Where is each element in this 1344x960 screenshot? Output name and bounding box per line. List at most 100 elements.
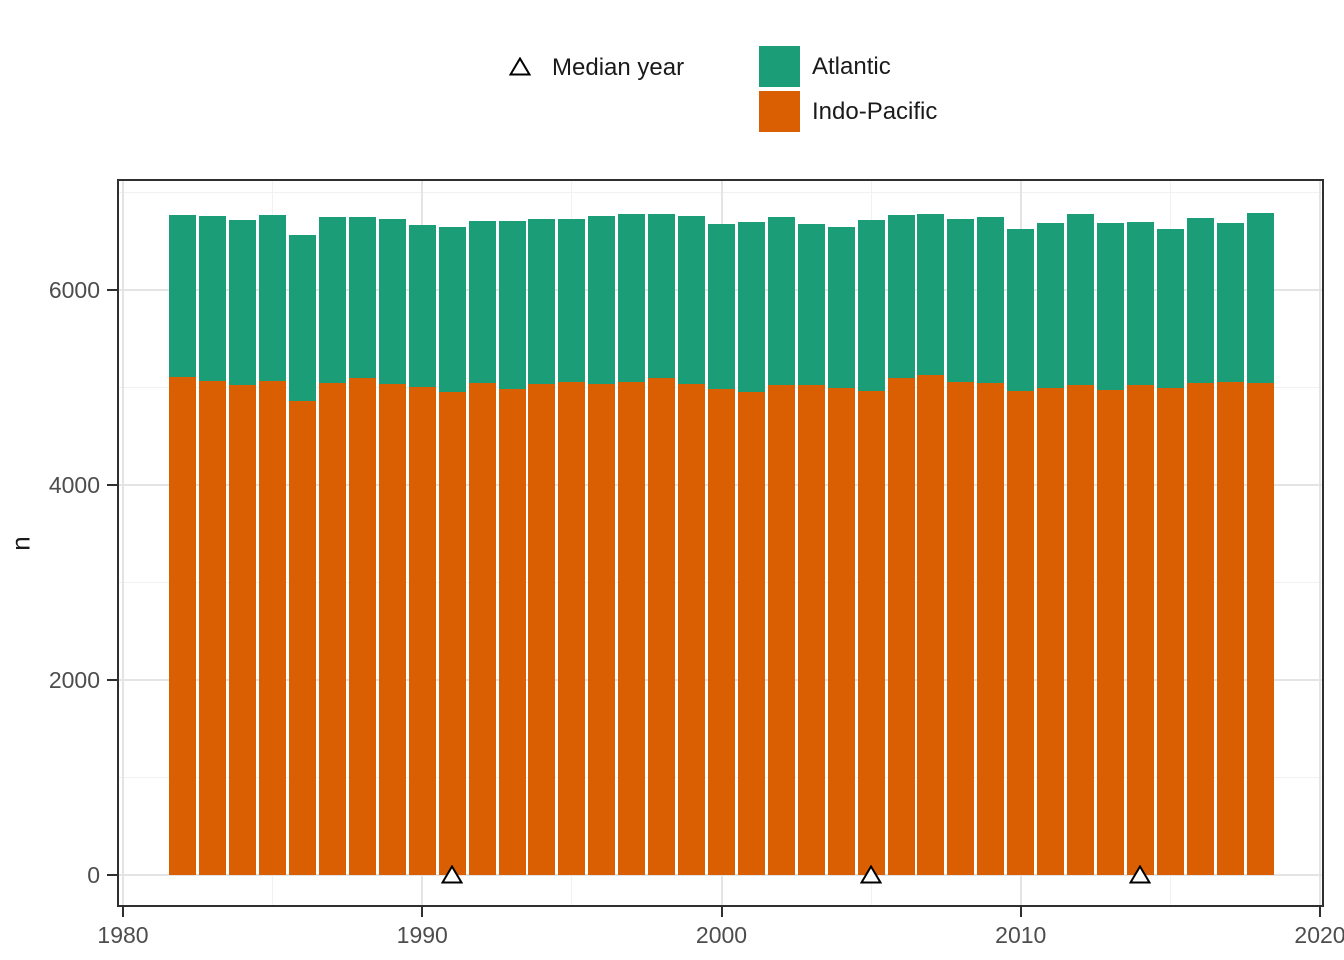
bar-segment-atlantic-1997 [618, 213, 646, 383]
bar-segment-indo-pacific-2002 [767, 384, 795, 875]
bar-segment-atlantic-1998 [648, 213, 676, 378]
x-axis-tick-2000 [720, 907, 723, 917]
bar-segment-atlantic-2012 [1067, 213, 1095, 386]
bar-segment-atlantic-2008 [947, 219, 975, 382]
bar-segment-atlantic-1992 [468, 220, 496, 384]
bar-segment-indo-pacific-2015 [1156, 387, 1184, 875]
bar-segment-atlantic-2002 [767, 216, 795, 385]
bar-segment-atlantic-1999 [678, 215, 706, 384]
x-axis-tick-1980 [122, 907, 124, 917]
chart-legend: Median year Atlantic Indo-Pacific [0, 0, 1344, 150]
bar-segment-indo-pacific-1984 [229, 385, 257, 875]
bar-segment-indo-pacific-1982 [169, 376, 197, 875]
bar-segment-indo-pacific-2003 [797, 384, 825, 875]
median-year-triangle-icon [509, 57, 531, 76]
bar-segment-indo-pacific-2017 [1216, 382, 1244, 875]
y-tick-label-0: 0 [87, 862, 100, 888]
x-axis-tick-2010 [1019, 907, 1022, 917]
y-tick-label-2000: 2000 [48, 667, 100, 693]
x-axis-tick-2020 [1319, 907, 1321, 917]
bar-segment-atlantic-2004 [827, 227, 855, 388]
bar-segment-atlantic-2011 [1037, 222, 1065, 389]
bar-segment-atlantic-1986 [289, 235, 317, 401]
bar-segment-indo-pacific-2018 [1246, 382, 1274, 875]
bar-segment-indo-pacific-1994 [528, 383, 556, 875]
median-year-marker-2014 [1129, 865, 1152, 884]
bar-segment-indo-pacific-1997 [618, 382, 646, 875]
bar-segment-indo-pacific-1989 [378, 384, 406, 875]
y-tick-label-6000: 6000 [48, 277, 100, 303]
bar-segment-atlantic-2013 [1097, 223, 1125, 390]
bar-segment-atlantic-1988 [348, 217, 376, 378]
y-axis-tick-4000 [107, 484, 117, 486]
legend-label-median-year: Median year [552, 54, 685, 81]
bar-segment-atlantic-2017 [1216, 223, 1244, 383]
bar-segment-indo-pacific-1990 [408, 386, 436, 875]
bar-segment-indo-pacific-2008 [947, 381, 975, 875]
bar-segment-atlantic-1982 [169, 214, 197, 377]
legend-label-atlantic: Atlantic [812, 53, 891, 80]
bar-segment-atlantic-1991 [438, 227, 466, 392]
x-tick-label-2010: 2010 [995, 922, 1047, 948]
bar-segment-indo-pacific-1996 [588, 383, 616, 875]
bar-segment-indo-pacific-2009 [977, 383, 1005, 875]
bar-segment-atlantic-2005 [857, 219, 885, 391]
bar-segment-atlantic-2018 [1246, 212, 1274, 383]
bar-segment-indo-pacific-1999 [678, 383, 706, 875]
bar-segment-indo-pacific-2016 [1186, 383, 1214, 875]
legend-swatch-atlantic [759, 46, 800, 87]
bar-segment-atlantic-2015 [1156, 229, 1184, 388]
y-axis-tick-0 [107, 874, 117, 876]
bar-segment-indo-pacific-1983 [199, 380, 227, 875]
bar-segment-indo-pacific-2014 [1126, 384, 1154, 875]
legend-label-indo-pacific: Indo-Pacific [812, 98, 938, 125]
x-tick-label-1980: 1980 [97, 922, 149, 948]
y-axis-tick-6000 [107, 289, 117, 291]
bar-segment-atlantic-1989 [378, 218, 406, 385]
bar-segment-indo-pacific-1985 [259, 380, 287, 875]
bar-segment-indo-pacific-1992 [468, 383, 496, 875]
bar-segment-atlantic-1994 [528, 218, 556, 384]
bar-segment-indo-pacific-2005 [857, 390, 885, 875]
bar-segment-atlantic-1987 [318, 217, 346, 384]
bar-segment-atlantic-1996 [588, 215, 616, 384]
x-tick-label-1990: 1990 [396, 922, 448, 948]
bar-segment-atlantic-2006 [887, 214, 915, 379]
bar-segment-indo-pacific-2006 [887, 378, 915, 875]
bar-segment-indo-pacific-2010 [1007, 390, 1035, 875]
bar-segment-indo-pacific-2007 [917, 374, 945, 875]
bar-segment-atlantic-1984 [229, 219, 257, 386]
bar-segment-atlantic-2014 [1126, 221, 1154, 385]
x-tick-label-2000: 2000 [695, 922, 748, 948]
bar-segment-indo-pacific-2004 [827, 387, 855, 875]
gridline-x-major [1319, 181, 1321, 905]
bar-segment-atlantic-1983 [199, 215, 227, 381]
bar-segment-indo-pacific-1987 [318, 383, 346, 875]
y-axis-tick-2000 [107, 679, 117, 681]
bar-segment-atlantic-2007 [917, 213, 945, 375]
bar-segment-atlantic-2010 [1007, 228, 1035, 391]
bar-segment-atlantic-2009 [977, 216, 1005, 384]
bar-segment-atlantic-2001 [737, 222, 765, 392]
bar-segment-indo-pacific-1986 [289, 400, 317, 875]
x-tick-label-2020: 2020 [1294, 922, 1344, 948]
bar-segment-atlantic-2003 [797, 224, 825, 385]
bar-segment-atlantic-2000 [708, 224, 735, 389]
bar-segment-atlantic-1985 [259, 215, 287, 381]
bar-segment-atlantic-1993 [498, 220, 526, 390]
median-year-marker-2005 [860, 865, 883, 884]
bar-segment-indo-pacific-1995 [558, 382, 586, 875]
bar-segment-indo-pacific-1998 [648, 377, 676, 875]
legend-swatch-indo-pacific [759, 91, 800, 132]
bar-segment-indo-pacific-2000 [708, 388, 735, 875]
bar-segment-indo-pacific-2011 [1037, 388, 1065, 875]
y-tick-label-4000: 4000 [48, 472, 100, 498]
bar-segment-atlantic-1995 [558, 219, 586, 383]
gridline-x-major [122, 181, 124, 905]
bar-segment-atlantic-2016 [1186, 217, 1214, 384]
bar-segment-indo-pacific-2012 [1067, 385, 1095, 875]
bar-segment-atlantic-1990 [408, 225, 436, 387]
bar-segment-indo-pacific-1991 [438, 391, 466, 875]
